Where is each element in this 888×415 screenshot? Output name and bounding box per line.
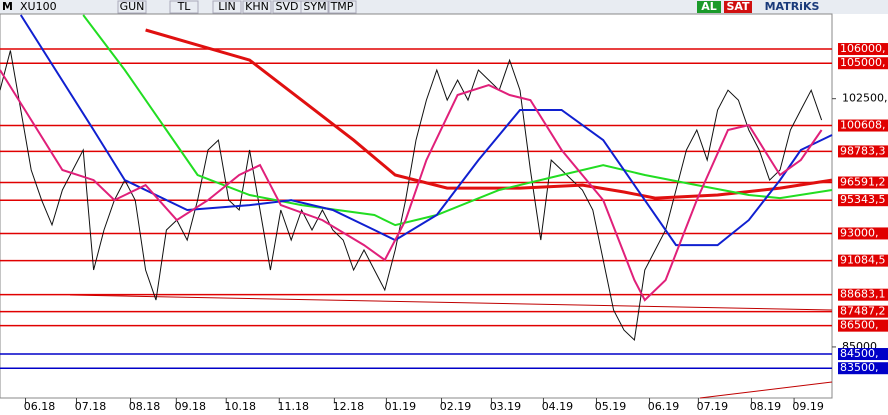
x-tick-label: 09.19: [792, 400, 824, 413]
level-label: 84500,: [840, 347, 879, 360]
level-label-bg: [838, 145, 888, 158]
level-label-bg: [838, 43, 888, 56]
toolbar: [0, 0, 888, 14]
x-tick-label: 10.18: [224, 400, 256, 413]
moving-average: [0, 69, 823, 302]
level-label-bg: [838, 254, 888, 267]
level-label-bg: [838, 176, 888, 189]
x-tick-label: 11.18: [278, 400, 310, 413]
x-tick-label: 07.19: [697, 400, 729, 413]
toolbar-button[interactable]: LIN: [218, 0, 236, 13]
x-tick-label: 12.18: [333, 400, 365, 413]
level-label-bg: [838, 319, 888, 332]
toolbar-button-bg[interactable]: [169, 0, 199, 14]
x-tick-label: 09.18: [175, 400, 207, 413]
x-tick-label: 07.18: [75, 400, 107, 413]
level-label: 91084,5: [840, 254, 886, 267]
toolbar-button-bg[interactable]: [212, 0, 242, 14]
toolbar-button[interactable]: TL: [177, 0, 192, 13]
level-label-bg: [838, 194, 888, 207]
level-label: 100608,: [840, 119, 886, 132]
plot-area: [0, 13, 833, 399]
level-label: 105000,: [840, 56, 886, 69]
level-label-bg: [838, 348, 888, 361]
buy-button[interactable]: AL: [701, 0, 717, 13]
level-label: 88683,1: [840, 288, 886, 301]
level-label: 87487,2: [840, 305, 886, 318]
x-tick-label: 02.19: [440, 400, 472, 413]
toolbar-button[interactable]: GUN: [120, 0, 145, 13]
symbol[interactable]: XU100: [20, 0, 57, 13]
level-label-bg: [838, 305, 888, 318]
toolbar-button-bg[interactable]: [327, 0, 357, 14]
x-tick-label: 06.18: [24, 400, 56, 413]
x-tick-label: 04.19: [542, 400, 574, 413]
price-line: [0, 50, 823, 342]
toolbar-button[interactable]: TMP: [330, 0, 354, 13]
x-tick-label: 05.19: [595, 400, 627, 413]
brand: MATRiKS: [765, 0, 820, 13]
level-label: 96591,2: [840, 176, 886, 189]
toolbar-button-bg[interactable]: [117, 0, 147, 14]
x-tick-label: 06.19: [648, 400, 680, 413]
toolbar-button-bg[interactable]: [300, 0, 330, 14]
sell-button[interactable]: SAT: [726, 0, 750, 13]
sell-button-bg[interactable]: [724, 1, 752, 13]
level-label: 98783,3: [840, 144, 886, 157]
toolbar-button-bg[interactable]: [242, 0, 272, 14]
x-tick-label: 03.19: [490, 400, 522, 413]
buy-button-bg[interactable]: [697, 1, 721, 13]
level-label: 93000,: [840, 226, 879, 239]
level-label-bg: [838, 362, 888, 375]
level-label: 86500,: [840, 319, 879, 332]
trend-line: [69, 294, 833, 311]
toolbar-button[interactable]: SVD: [276, 0, 299, 13]
level-label-bg: [838, 57, 888, 70]
level-label: 106000,: [840, 42, 886, 55]
level-label: 95343,5: [840, 193, 886, 206]
toolbar-button[interactable]: KHN: [245, 0, 269, 13]
moving-average: [145, 28, 833, 200]
x-tick-label: 08.18: [129, 400, 161, 413]
trend-line: [699, 381, 833, 399]
y-tick-label: 102500,: [842, 92, 888, 105]
level-label: 83500,: [840, 361, 879, 374]
x-tick-label: 08.19: [750, 400, 782, 413]
moving-average: [19, 14, 833, 247]
toolbar-button[interactable]: SYM: [303, 0, 326, 13]
x-tick-label: 01.19: [385, 400, 417, 413]
level-label-bg: [838, 227, 888, 240]
logo[interactable]: M: [2, 0, 13, 13]
level-label-bg: [838, 288, 888, 301]
level-label-bg: [838, 119, 888, 132]
